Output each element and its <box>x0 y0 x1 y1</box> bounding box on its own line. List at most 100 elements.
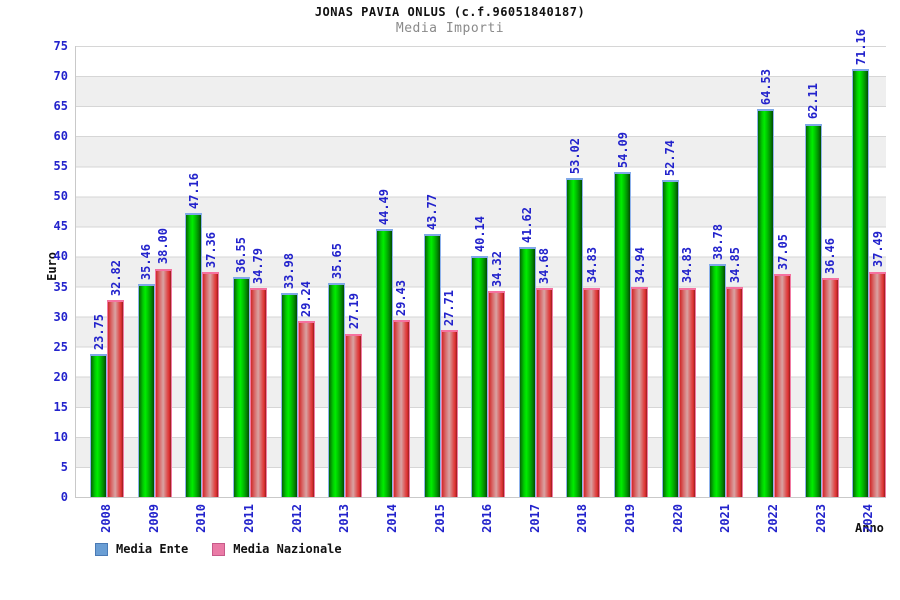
bar-value-label-nazionale-2013: 27.19 <box>346 293 361 330</box>
x-tick-label-2022: 2022 <box>766 504 781 533</box>
bar-value-label-ente-2023: 62.11 <box>806 83 821 120</box>
bar-media-nazionale-2009 <box>154 268 172 497</box>
bar-media-nazionale-2014 <box>392 320 410 497</box>
bar-media-ente-2016 <box>471 255 489 497</box>
bar-media-ente-2017 <box>518 246 536 497</box>
x-tick-label-2021: 2021 <box>718 504 733 533</box>
y-tick-label: 50 <box>53 189 68 204</box>
x-tick-label-2012: 2012 <box>289 504 304 533</box>
bar-value-label-ente-2016: 40.14 <box>472 215 487 252</box>
x-tick-label-2015: 2015 <box>432 504 447 533</box>
bar-media-ente-2020 <box>661 179 679 497</box>
bar-value-label-nazionale-2024: 37.49 <box>870 231 885 268</box>
legend: Media Ente Media Nazionale <box>95 542 358 556</box>
bar-media-nazionale-2019 <box>631 286 649 497</box>
y-tick-label: 5 <box>60 459 68 474</box>
bar-value-label-ente-2021: 38.78 <box>710 223 725 260</box>
bar-media-ente-2010 <box>185 213 203 497</box>
bar-value-label-nazionale-2014: 29.43 <box>394 279 409 317</box>
bar-media-nazionale-2011 <box>249 287 267 497</box>
y-tick-label: 15 <box>53 399 68 414</box>
y-tick-label: 25 <box>53 339 68 354</box>
bar-media-nazionale-2018 <box>583 287 601 497</box>
y-tick-label: 35 <box>53 279 68 294</box>
bar-value-label-nazionale-2019: 34.94 <box>632 246 647 283</box>
bar-value-label-ente-2012: 33.98 <box>282 252 297 289</box>
x-tick-label-2024: 2024 <box>861 504 876 533</box>
bar-value-label-ente-2022: 64.53 <box>758 68 773 105</box>
bar-value-label-ente-2024: 71.16 <box>853 28 868 66</box>
bar-value-label-nazionale-2020: 34.83 <box>680 247 695 284</box>
bar-value-label-nazionale-2009: 38.00 <box>156 228 171 265</box>
bar-value-label-nazionale-2018: 34.83 <box>584 247 599 284</box>
bar-media-nazionale-2010 <box>202 272 220 497</box>
bar-value-label-ente-2008: 23.75 <box>91 314 106 351</box>
bar-value-label-ente-2010: 47.16 <box>186 173 201 210</box>
x-tick-label-2018: 2018 <box>575 504 590 533</box>
bar-value-label-nazionale-2015: 27.71 <box>442 290 457 327</box>
legend-label-media-ente: Media Ente <box>116 542 189 556</box>
x-tick-label-2009: 2009 <box>146 504 161 533</box>
y-tick-label: 10 <box>53 429 68 444</box>
bar-media-ente-2024 <box>852 69 870 497</box>
bar-media-nazionale-2013 <box>345 333 363 497</box>
x-tick-label-2011: 2011 <box>241 504 256 533</box>
chart-title: JONAS PAVIA ONLUS (c.f.96051840187) <box>314 5 586 19</box>
x-tick-label-2014: 2014 <box>384 504 399 533</box>
y-tick-label: 20 <box>53 369 68 384</box>
bar-value-label-nazionale-2016: 34.32 <box>489 250 504 287</box>
x-tick-label-2013: 2013 <box>337 504 352 533</box>
bar-value-label-ente-2018: 53.02 <box>567 138 582 175</box>
x-tick-label-2019: 2019 <box>623 504 638 533</box>
x-tick-label-2016: 2016 <box>480 504 495 533</box>
bar-media-ente-2008 <box>90 354 107 497</box>
bar-media-ente-2023 <box>804 123 822 497</box>
legend-label-media-nazionale: Media Nazionale <box>233 542 342 556</box>
bar-media-ente-2021 <box>709 263 727 497</box>
bar-value-label-nazionale-2008: 32.82 <box>108 259 123 296</box>
y-tick-label: 65 <box>53 99 68 114</box>
bar-media-ente-2012 <box>280 292 298 497</box>
y-tick-label: 60 <box>53 129 68 144</box>
bar-value-label-ente-2020: 52.74 <box>663 139 678 176</box>
bar-media-ente-2018 <box>566 178 584 497</box>
bar-value-label-nazionale-2021: 34.85 <box>727 247 742 284</box>
y-tick-label: 45 <box>53 219 68 234</box>
bar-value-label-ente-2017: 41.62 <box>520 206 535 243</box>
x-tick-label-2023: 2023 <box>813 504 828 533</box>
bar-value-label-ente-2015: 43.77 <box>425 193 440 230</box>
y-tick-label: 70 <box>53 69 68 84</box>
bar-media-ente-2009 <box>137 283 155 497</box>
bar-media-nazionale-2020 <box>678 287 696 497</box>
bar-media-ente-2011 <box>232 277 250 497</box>
chart-subtitle: Media Importi <box>395 21 505 36</box>
x-tick-label-2010: 2010 <box>194 504 209 533</box>
x-tick-label-2020: 2020 <box>670 504 685 533</box>
bar-media-nazionale-2021 <box>726 287 744 497</box>
bar-value-label-ente-2014: 44.49 <box>377 189 392 226</box>
bar-value-label-ente-2019: 54.09 <box>615 131 630 168</box>
y-tick-label: 30 <box>53 309 68 324</box>
y-tick-label: 75 <box>53 39 68 53</box>
y-tick-label: 0 <box>60 490 68 504</box>
bar-media-nazionale-2015 <box>440 330 458 497</box>
bar-value-label-nazionale-2023: 36.46 <box>823 237 838 274</box>
bar-value-label-nazionale-2012: 29.24 <box>299 281 314 318</box>
bar-media-nazionale-2023 <box>821 277 839 497</box>
bar-media-nazionale-2024 <box>869 271 887 497</box>
bar-value-label-nazionale-2011: 34.79 <box>251 247 266 284</box>
bar-value-label-ente-2013: 35.65 <box>329 242 344 279</box>
x-tick-label-2008: 2008 <box>99 504 113 533</box>
bar-media-ente-2013 <box>328 282 346 497</box>
bar-media-nazionale-2008 <box>107 299 124 497</box>
x-tick-label-2017: 2017 <box>527 504 542 533</box>
legend-swatch-media-nazionale <box>212 542 226 556</box>
bar-value-label-ente-2011: 36.55 <box>234 237 249 274</box>
plot-area: 23.75 32.82 35.46 38.00 47.16 37.36 36.55 34.79… <box>75 29 887 498</box>
bar-media-nazionale-2016 <box>488 290 506 497</box>
bar-value-label-nazionale-2010: 37.36 <box>203 232 218 269</box>
bar-media-ente-2014 <box>375 229 393 497</box>
bar-value-label-nazionale-2017: 34.68 <box>537 248 552 285</box>
bar-value-label-nazionale-2022: 37.05 <box>775 234 790 271</box>
